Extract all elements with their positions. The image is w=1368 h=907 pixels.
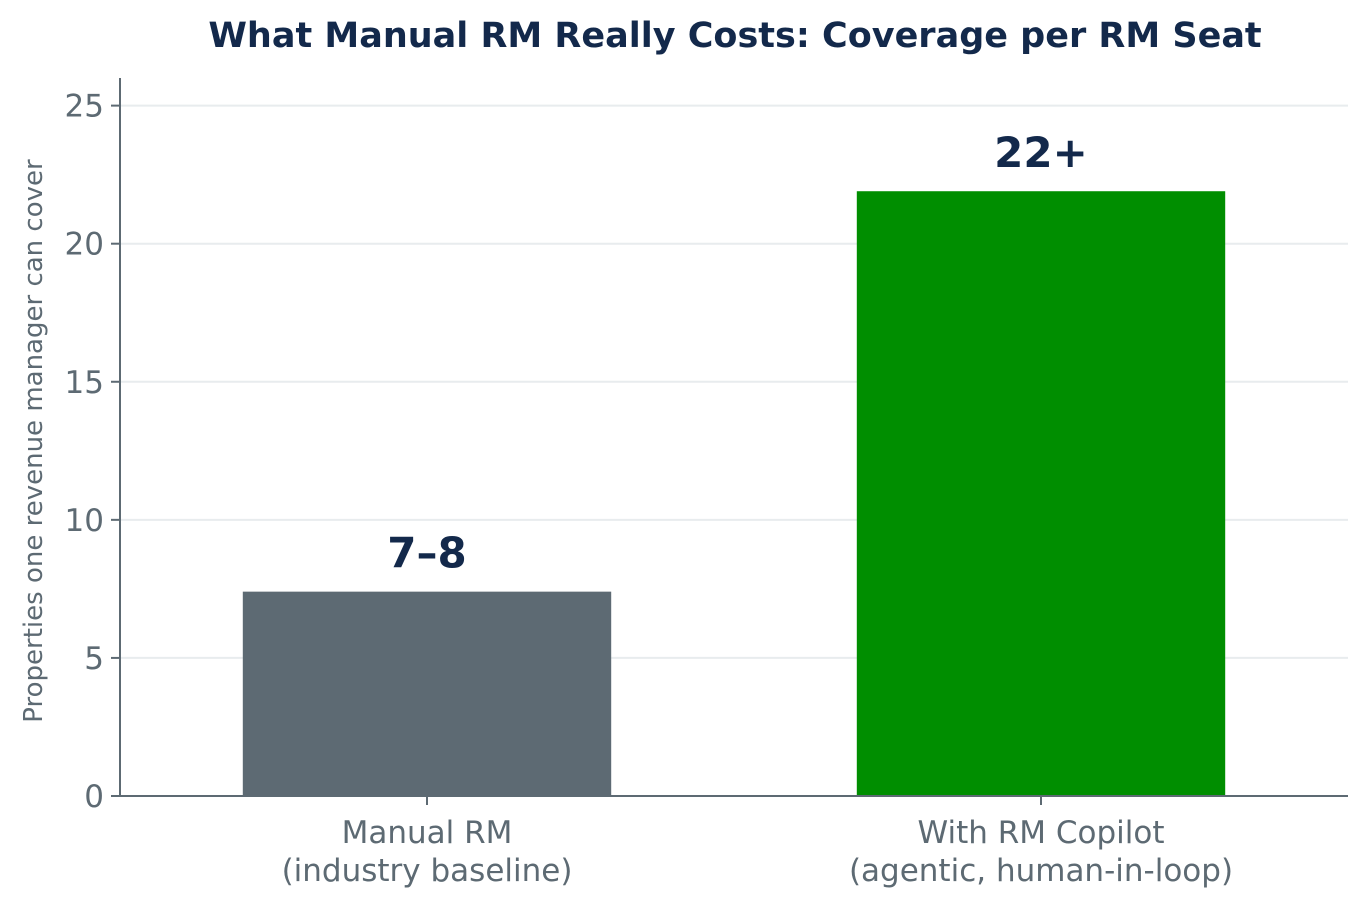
y-tick-label: 15 xyxy=(65,365,104,401)
y-tick-label: 25 xyxy=(65,89,104,125)
x-tick-label-line: With RM Copilot xyxy=(917,815,1164,851)
x-tick-label-line: (agentic, human-in-loop) xyxy=(849,853,1233,889)
bars xyxy=(242,191,1226,796)
y-tick-label: 0 xyxy=(84,779,104,815)
x-ticks: Manual RM (industry baseline) With RM Copi… xyxy=(282,796,1233,889)
x-tick-label-line: Manual RM xyxy=(342,815,513,851)
data-labels: 7–8 22+ xyxy=(387,128,1088,577)
y-tick-label: 5 xyxy=(84,641,104,677)
x-tick-label: Manual RM (industry baseline) xyxy=(282,815,573,889)
x-tick-label-line: (industry baseline) xyxy=(282,853,573,889)
y-tick-label: 10 xyxy=(65,503,104,539)
y-axis-label: Properties one revenue manager can cover xyxy=(19,159,49,723)
chart-title: What Manual RM Really Costs: Coverage pe… xyxy=(208,16,1261,56)
data-label: 7–8 xyxy=(387,529,466,578)
bar xyxy=(242,591,612,796)
data-label: 22+ xyxy=(994,128,1088,177)
bar xyxy=(856,191,1226,796)
y-tick-label: 20 xyxy=(65,227,104,263)
axes xyxy=(119,78,1348,797)
x-tick-label: With RM Copilot (agentic, human-in-loop) xyxy=(849,815,1233,889)
y-ticks: 0 5 10 15 20 25 xyxy=(65,89,120,815)
